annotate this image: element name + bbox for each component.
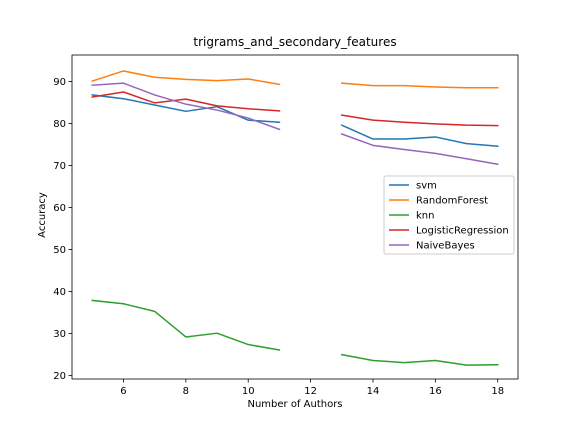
x-tick-label: 6	[120, 386, 126, 397]
x-axis-label: Number of Authors	[247, 399, 342, 410]
series-line-randomforest	[91, 70, 499, 89]
plot-area	[71, 54, 519, 380]
y-tick-label: 30	[53, 329, 66, 340]
x-tick-label: 16	[429, 386, 442, 397]
series-lines	[91, 70, 499, 366]
series-line-logisticregression	[91, 91, 499, 127]
legend-label-randomforest: RandomForest	[416, 196, 488, 207]
x-tick-label: 8	[183, 386, 189, 397]
y-tick-label: 60	[53, 203, 66, 214]
y-axis: 20 30 40 50 60 70 80 90	[53, 77, 72, 382]
series-line-svm	[91, 94, 499, 147]
y-axis-label: Accuracy	[37, 192, 48, 238]
x-tick-label: 18	[491, 386, 504, 397]
legend-label-naivebayes: NaiveBayes	[416, 241, 475, 252]
legend-label-logisticregression: LogisticRegression	[416, 226, 509, 237]
series-line-knn	[91, 299, 499, 366]
chart-title: trigrams_and_secondary_features	[193, 35, 396, 49]
y-tick-label: 50	[53, 245, 66, 256]
legend: svm RandomForest knn LogisticRegression Naiv…	[383, 175, 515, 255]
y-tick-label: 20	[53, 371, 66, 382]
plot-frame	[71, 54, 519, 380]
legend-label-svm: svm	[416, 181, 437, 192]
y-tick-label: 80	[53, 119, 66, 130]
series-line-naivebayes	[91, 82, 499, 166]
x-tick-label: 10	[242, 386, 255, 397]
x-axis: 6 8 10 12 14 16 18	[120, 379, 504, 397]
x-tick-label: 14	[367, 386, 380, 397]
legend-label-knn: knn	[416, 211, 434, 222]
y-tick-label: 70	[53, 161, 66, 172]
y-tick-label: 40	[53, 287, 66, 298]
legend-box	[383, 175, 515, 255]
x-tick-label: 12	[304, 386, 317, 397]
y-tick-label: 90	[53, 77, 66, 88]
